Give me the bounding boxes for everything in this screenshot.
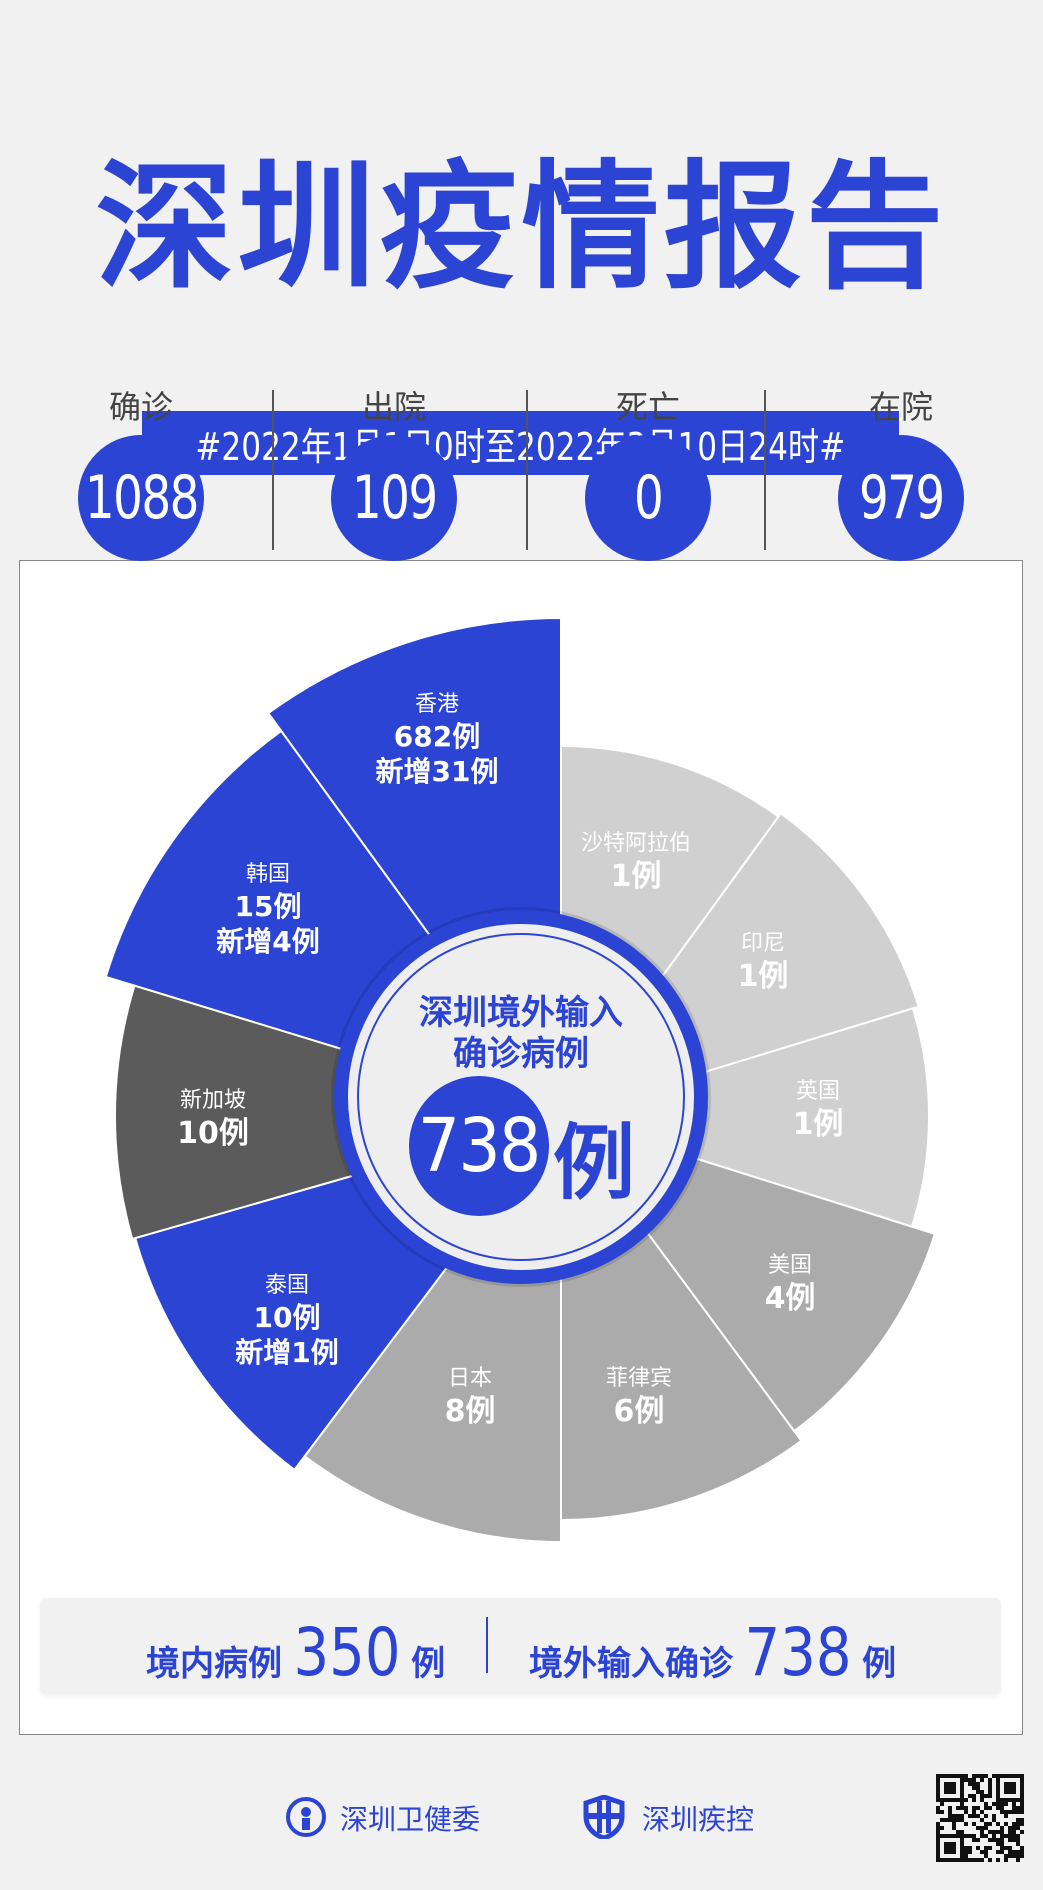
region-name: 美国 — [767, 1253, 812, 1278]
region-name: 香港 — [414, 692, 459, 717]
region-count: 682例 — [393, 719, 481, 753]
region-name: 英国 — [795, 1079, 840, 1104]
center-unit: 例 — [553, 1116, 636, 1211]
slice-label: 日本 8例 — [445, 1365, 496, 1430]
center-inner-ring — [357, 933, 685, 1261]
divider — [272, 390, 274, 550]
region-count: 6例 — [613, 1393, 665, 1429]
region-count: 10例 — [253, 1300, 321, 1334]
region-count: 1例 — [792, 1106, 844, 1142]
local-value: 350 — [293, 1614, 401, 1691]
slice-label: 菲律宾 6例 — [606, 1365, 672, 1430]
stat-label-hospitalized: 在院 — [868, 388, 933, 426]
summary-divider — [486, 1617, 488, 1673]
region-count: 15例 — [234, 889, 302, 923]
slice-label: 英国 1例 — [793, 1078, 844, 1143]
divider — [526, 390, 528, 550]
region-name: 印尼 — [740, 931, 785, 956]
region-count: 8例 — [444, 1393, 496, 1429]
stat-value: 1088 — [84, 463, 199, 533]
pie-slice-2 — [557, 1007, 930, 1228]
region-new-cases: 新增31例 — [375, 754, 499, 788]
region-name: 日本 — [447, 1366, 492, 1391]
slice-label: 泰国 10例 新增1例 — [235, 1272, 338, 1370]
center-title-line2: 确诊病例 — [453, 1034, 589, 1074]
qr-code[interactable] — [935, 1773, 1025, 1863]
imported-cases: 境外输入确诊 738 例 — [529, 1614, 896, 1691]
stat-value: 979 — [858, 463, 945, 533]
local-cases: 境内病例 350 例 — [146, 1614, 445, 1691]
center-total: 738 — [418, 1103, 542, 1189]
center-title-line1: 深圳境外输入 — [419, 993, 623, 1033]
summary-box — [40, 1598, 1001, 1694]
region-name: 韩国 — [245, 862, 291, 887]
imported-unit: 例 — [862, 1644, 897, 1684]
imported-label: 境外输入确诊 — [529, 1644, 733, 1684]
stat-label-confirmed: 确诊 — [108, 388, 173, 426]
page-title: 深圳疫情报告 — [95, 147, 948, 308]
region-name: 菲律宾 — [605, 1366, 673, 1391]
date-range-banner: #2022年1月1日0时至2022年3月10日24时# — [142, 411, 899, 475]
slice-label: 新加坡 10例 — [177, 1087, 249, 1152]
slice-label: 美国 4例 — [765, 1252, 816, 1317]
region-count: 4例 — [764, 1280, 816, 1316]
health-commission-logo-icon — [286, 1797, 326, 1837]
region-name: 沙特阿拉伯 — [580, 831, 692, 856]
region-new-cases: 新增4例 — [216, 924, 320, 958]
stat-discharged: 109 — [331, 435, 457, 561]
stat-hospitalized: 979 — [838, 435, 964, 561]
slice-label: 沙特阿拉伯 1例 — [581, 830, 691, 895]
region-new-cases: 新增1例 — [235, 1335, 339, 1369]
imported-value: 738 — [744, 1614, 852, 1691]
slice-label: 印尼 1例 — [738, 930, 789, 995]
center-total-circle: 738 — [409, 1076, 549, 1216]
region-name: 新加坡 — [179, 1088, 246, 1113]
date-range: #2022年1月1日0时至2022年3月10日24时# — [195, 424, 846, 469]
stat-confirmed: 1088 — [78, 435, 204, 561]
divider — [764, 390, 766, 550]
stat-label-deaths: 死亡 — [615, 388, 680, 426]
local-unit: 例 — [411, 1644, 446, 1684]
stat-value: 0 — [633, 463, 664, 533]
org-cdc: 深圳疾控 — [642, 1803, 755, 1836]
slice-label: 香港 682例 新增31例 — [376, 691, 499, 789]
slice-label: 韩国 15例 新增4例 — [216, 861, 319, 959]
org-health-commission: 深圳卫健委 — [340, 1803, 481, 1836]
stat-deaths: 0 — [585, 435, 711, 561]
cdc-logo-icon — [583, 1795, 625, 1839]
stat-label-discharged: 出院 — [361, 388, 426, 426]
local-label: 境内病例 — [146, 1644, 282, 1684]
region-name: 泰国 — [264, 1273, 310, 1298]
region-count: 10例 — [177, 1115, 249, 1151]
region-count: 1例 — [737, 958, 789, 994]
region-count: 1例 — [610, 858, 662, 894]
stat-value: 109 — [351, 463, 438, 533]
